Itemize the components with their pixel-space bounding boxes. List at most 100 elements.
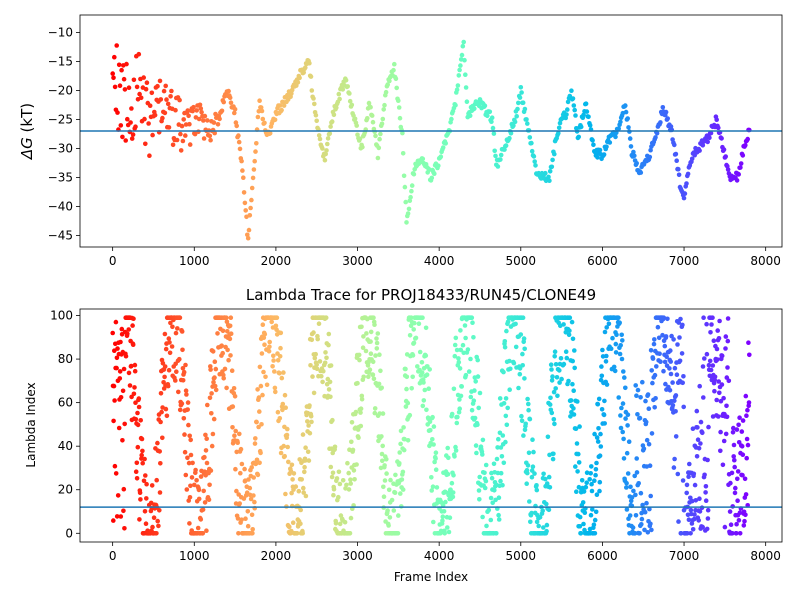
lambda-point [212, 359, 218, 365]
lambda-point [622, 375, 627, 380]
lambda-point [522, 427, 528, 433]
lambda-point [297, 457, 303, 462]
lambda-point [181, 416, 187, 421]
deltaG-point [141, 75, 146, 80]
lambda-point [513, 321, 518, 327]
lambda-point [570, 381, 575, 387]
deltaG-point [584, 109, 590, 114]
lambda-point [625, 412, 631, 418]
lambda-point [521, 336, 527, 341]
lambda-point [566, 332, 572, 338]
deltaG-point [191, 104, 196, 110]
lambda-point [624, 480, 629, 486]
lambda-point [264, 382, 270, 388]
lambda-point [734, 531, 739, 536]
deltaG-point [122, 87, 128, 92]
lambda-point [447, 515, 453, 520]
deltaG-point [129, 106, 134, 111]
deltaG-point [111, 75, 116, 81]
lambda-point [173, 330, 179, 336]
lambda-point [411, 340, 417, 346]
deltaG-point [660, 105, 666, 110]
deltaG-point [627, 136, 633, 141]
lambda-point [410, 353, 416, 358]
lambda-point [196, 487, 202, 493]
deltaG-point [360, 144, 365, 150]
deltaG-point [552, 151, 557, 157]
lambda-point [430, 414, 435, 420]
deltaG-point [248, 205, 253, 211]
lambda-point [634, 470, 640, 475]
lambda-point [552, 349, 558, 355]
lambda-point [206, 497, 212, 503]
deltaG-point [149, 90, 155, 96]
lambda-point [498, 478, 503, 484]
lambda-point [716, 336, 722, 341]
lambda-point [309, 337, 315, 343]
lambda-point [548, 395, 553, 401]
lambda-point [111, 418, 116, 424]
lambda-point [162, 331, 168, 337]
lambda-point [203, 432, 208, 438]
deltaG-point [547, 169, 553, 174]
deltaG-point [404, 220, 409, 225]
deltaG-point [420, 156, 426, 162]
deltaG-point [571, 103, 577, 108]
lambda-point [691, 471, 697, 477]
lambda-point [119, 326, 125, 332]
lambda-point [529, 474, 535, 480]
deltaG-point [557, 120, 563, 126]
lambda-point [633, 513, 639, 518]
deltaG-point [597, 147, 603, 153]
deltaG-point [347, 91, 352, 96]
lambda-point [701, 395, 706, 400]
lambda-point [309, 419, 314, 425]
lambda-point [475, 357, 481, 363]
deltaG-point [173, 107, 178, 113]
lambda-point [205, 402, 210, 408]
lambda-point [433, 450, 439, 456]
lambda-point [552, 421, 557, 427]
lambda-point [176, 389, 181, 395]
lambda-point [719, 382, 725, 387]
deltaG-point [387, 78, 392, 84]
lambda-point [134, 460, 140, 466]
deltaG-point [607, 140, 613, 145]
lambda-point [541, 525, 546, 530]
lambda-point [204, 436, 209, 442]
lambda-point [164, 413, 170, 419]
lambda-point [697, 383, 702, 389]
lambda-point [442, 531, 448, 536]
lambda-point [550, 456, 556, 462]
lambda-point [675, 342, 680, 347]
deltaG-point [180, 138, 186, 144]
lambda-point [681, 404, 686, 410]
lambda-point [574, 489, 579, 495]
lambda-point [673, 434, 679, 439]
lambda-point [624, 450, 630, 456]
lambda-point [462, 323, 468, 328]
lambda-point [180, 347, 185, 353]
lambda-point [224, 315, 229, 321]
deltaG-point [472, 106, 477, 111]
deltaG-point [316, 133, 322, 138]
lambda-point [504, 422, 510, 428]
lambda-point [530, 464, 536, 470]
deltaG-point [279, 107, 284, 113]
lambda-point [563, 349, 569, 355]
deltaG-point [456, 73, 462, 78]
deltaG-point [131, 77, 137, 83]
lambda-point [256, 424, 261, 430]
lambda-point [477, 497, 482, 502]
deltaG-point [194, 108, 199, 113]
lambda-point [597, 453, 603, 459]
deltaG-point [407, 198, 413, 203]
lambda-point [681, 374, 686, 379]
lambda-point [193, 467, 198, 473]
deltaG-y-tick-label: −45 [48, 228, 73, 242]
deltaG-point [569, 88, 574, 93]
lambda-point [495, 470, 501, 476]
lambda-point [637, 415, 643, 421]
lambda-point [397, 461, 402, 466]
lambda-point [663, 334, 669, 339]
